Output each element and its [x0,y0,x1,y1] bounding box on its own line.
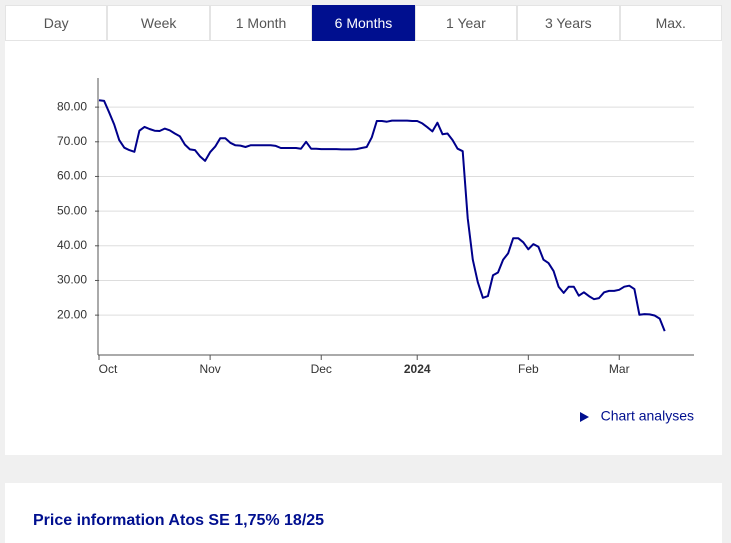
y-tick-label: 80.00 [57,99,87,113]
x-tick-label: Oct [99,362,118,376]
range-tab[interactable]: 1 Month [209,5,313,41]
y-tick-label: 70.00 [57,134,87,148]
section-title: Price information Atos SE 1,75% 18/25 [33,512,325,529]
y-tick-label: 50.00 [57,203,87,217]
range-tab[interactable]: 3 Years [517,5,620,41]
y-tick-label: 20.00 [57,307,87,321]
info-panel: Price information Atos SE 1,75% 18/25 [5,483,722,543]
x-tick-label: 2024 [404,362,431,376]
link-arrow [580,412,589,422]
range-tabs: Day Week 1 Month 6 Months 1 Year 3 Years Max. [5,5,722,41]
range-tab[interactable]: Max. [619,5,722,41]
range-tab[interactable]: Week [107,5,210,41]
x-tick-label: Feb [518,362,539,376]
range-tab[interactable]: 6 Months [312,5,415,41]
range-tab[interactable]: 1 Year [414,5,518,41]
y-tick-label: 40.00 [57,238,87,252]
y-tick-label: 30.00 [57,273,87,287]
chart-analyses-link[interactable]: Chart analyses [601,408,694,424]
price-line [98,99,666,332]
chart: Chart analyses 20.00 30.00 40.00 50.00 60.00… [57,78,694,424]
y-tick-label: 60.00 [57,169,87,183]
chart-panel [5,41,722,455]
x-tick-label: Mar [609,362,630,376]
x-tick-label: Nov [199,362,220,376]
range-tab[interactable]: Day [5,5,108,41]
x-tick-label: Dec [311,362,332,376]
